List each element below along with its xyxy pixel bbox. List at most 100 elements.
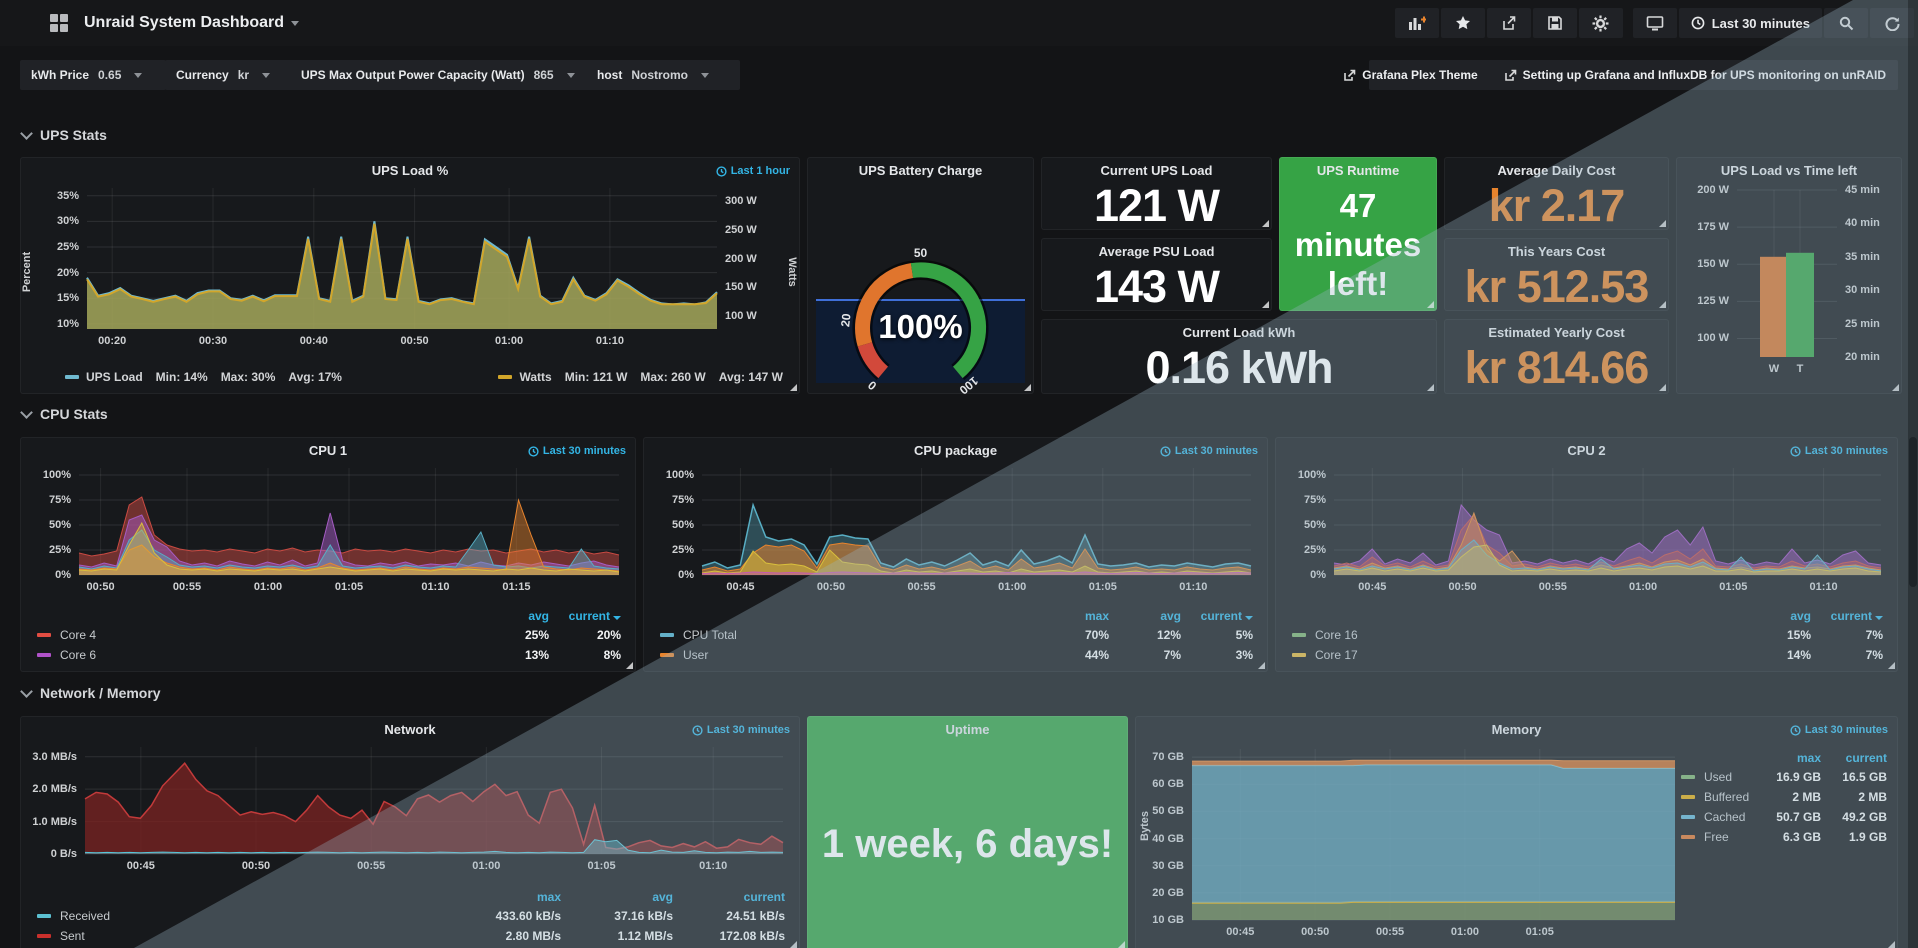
variable-value[interactable]: 0.65 — [98, 68, 143, 82]
panel-title[interactable]: UPS Load vs Time left — [1720, 163, 1858, 178]
series-name[interactable]: Core 6 — [60, 648, 97, 662]
y-tick-label: 125 W — [1697, 295, 1729, 308]
panel-time-badge[interactable]: Last 30 minutes — [1160, 445, 1258, 457]
panel-title[interactable]: Current Load kWh — [1182, 325, 1296, 340]
y-axis-title-right: Watts — [786, 257, 799, 287]
series-name[interactable]: Core 16 — [1315, 628, 1358, 642]
panel-title[interactable]: Current UPS Load — [1100, 163, 1213, 178]
share-button[interactable] — [1486, 8, 1531, 38]
panel-title[interactable]: CPU package — [913, 443, 998, 458]
cpu-package-chart[interactable]: 0% 25% 50% 75% 100% 00:45 00:50 00:55 01:00 01:05… — [666, 468, 1252, 593]
series-name[interactable]: Core 17 — [1315, 648, 1358, 662]
series-name[interactable]: Buffered — [1704, 790, 1750, 804]
panel-ups-runtime: UPS Runtime 47 minutes left! — [1279, 157, 1437, 311]
save-button[interactable] — [1532, 8, 1577, 38]
favorite-star-button[interactable] — [1440, 8, 1485, 38]
network-chart[interactable]: 0 B/s 1.0 MB/s 2.0 MB/s 3.0 MB/s 00:45 00:50 0… — [32, 747, 784, 872]
ups-load-chart[interactable]: 10% 15% 20% 25% 30% 35% 100 W 150 W 200 W 250 W 30… — [57, 188, 757, 347]
sort-caret-icon — [613, 616, 621, 620]
panel-time-badge[interactable]: Last 30 minutes — [1790, 724, 1888, 736]
variable-value[interactable]: Nostromo — [631, 68, 710, 82]
series-name[interactable]: Used — [1704, 770, 1733, 784]
settings-gear-button[interactable] — [1578, 8, 1623, 38]
ups-bar-chart[interactable]: W T 200 W 175 W 150 W 125 W 100 W 45 min 40 min 3… — [1697, 184, 1880, 375]
y-tick-label: 40 GB — [1152, 832, 1184, 845]
series-swatch — [498, 375, 513, 379]
sort-caret-icon — [1875, 616, 1883, 620]
series-name[interactable]: Core 4 — [60, 628, 97, 642]
external-link-icon — [1504, 69, 1516, 81]
panel-time-badge[interactable]: Last 30 minutes — [1790, 445, 1888, 457]
y-tick-label: 100 W — [1697, 332, 1729, 345]
panel-title[interactable]: Average PSU Load — [1098, 244, 1215, 259]
variable-ups-max-output[interactable]: UPS Max Output Power Capacity (Watt) 865 — [290, 60, 590, 90]
variable-value[interactable]: kr — [238, 68, 271, 82]
refresh-button[interactable] — [1870, 8, 1914, 38]
panel-title[interactable]: UPS Load % — [371, 163, 449, 178]
series-name[interactable]: Sent — [60, 929, 85, 943]
variable-host[interactable]: host Nostromo — [586, 60, 740, 90]
cpu1-chart[interactable]: 0% 25% 50% 75% 100% 00:50 00:55 01:00 01:05 01:10… — [43, 468, 620, 593]
y-tick-label: 0% — [55, 569, 71, 581]
series-name[interactable]: Cached — [1704, 810, 1746, 824]
panel-title[interactable]: Estimated Yearly Cost — [1488, 325, 1625, 340]
series-swatch — [1681, 835, 1695, 839]
x-tick-label: 01:05 — [1719, 581, 1748, 593]
tv-mode-button[interactable] — [1632, 8, 1677, 38]
x-tick-label: 00:55 — [1375, 926, 1405, 938]
panel-title[interactable]: CPU 2 — [1567, 443, 1606, 458]
stat-value: kr 814.66 — [1464, 342, 1650, 393]
series-name[interactable]: Watts — [519, 370, 552, 384]
memory-chart[interactable]: 10 GB 20 GB 30 GB 40 GB 50 GB 60 GB 70 GB 00:45… — [1152, 749, 1675, 938]
panel-title[interactable]: This Years Cost — [1507, 244, 1606, 259]
panel-title[interactable]: UPS Runtime — [1316, 163, 1400, 178]
series-name[interactable]: UPS Load — [86, 370, 143, 384]
y-tick-label: 10% — [56, 317, 79, 330]
section-cpu-stats[interactable]: CPU Stats — [20, 405, 108, 422]
series-name[interactable]: CPU Total — [683, 628, 737, 642]
x-tick-label: 01:05 — [1088, 581, 1117, 593]
section-network-memory[interactable]: Network / Memory — [20, 684, 161, 701]
panel-title[interactable]: Network — [384, 722, 436, 737]
panel-time-badge[interactable]: Last 1 hour — [716, 165, 790, 177]
series-name[interactable]: User — [683, 648, 709, 662]
x-tick-label: 01:10 — [1179, 581, 1208, 593]
panel-title[interactable]: Average Daily Cost — [1497, 163, 1616, 178]
add-panel-button[interactable] — [1394, 8, 1439, 38]
panel-title[interactable]: Uptime — [945, 722, 990, 737]
panel-title[interactable]: CPU 1 — [308, 443, 348, 458]
x-tick-label: 00:50 — [816, 581, 846, 593]
panel-title[interactable]: Memory — [1491, 722, 1542, 737]
legend-row: Used 16.9 GB 16.5 GB — [1681, 767, 1887, 787]
x-tick-label: W — [1768, 363, 1780, 375]
time-range-picker[interactable]: Last 30 minutes — [1678, 8, 1822, 38]
series-swatch — [37, 633, 51, 637]
link-grafana-plex-theme[interactable]: Grafana Plex Theme — [1343, 68, 1478, 82]
variable-value[interactable]: 865 — [534, 68, 575, 82]
series-name[interactable]: Received — [60, 909, 111, 923]
variable-kwh-price[interactable]: kWh Price 0.65 — [20, 60, 166, 90]
dashboard-grid-icon[interactable] — [50, 14, 68, 32]
scrollbar-thumb[interactable] — [1909, 437, 1917, 587]
panel-time-badge[interactable]: Last 30 minutes — [528, 445, 626, 457]
series-swatch — [37, 653, 51, 657]
panel-title[interactable]: UPS Battery Charge — [858, 163, 983, 178]
panel-cpu2: CPU 2 Last 30 minutes 0% 25% 50% 75% 100% 00:… — [1275, 437, 1898, 672]
link-ups-monitoring-guide[interactable]: Setting up Grafana and InfluxDB for UPS … — [1504, 68, 1886, 82]
gauge-scale-label: 50 — [914, 246, 928, 260]
y-tick-label: 2.0 MB/s — [32, 783, 77, 796]
dashboard-title[interactable]: Unraid System Dashboard — [84, 14, 285, 31]
series-name[interactable]: Free — [1704, 830, 1729, 844]
search-button[interactable] — [1824, 8, 1868, 38]
cpu2-chart[interactable]: 0% 25% 50% 75% 100% 00:45 00:50 00:55 01:00 01:05… — [1298, 468, 1882, 593]
cpu2-legend: avg current Core 16 15% 7% Core 17 14% 7% — [1292, 607, 1883, 665]
section-ups-stats[interactable]: UPS Stats — [20, 126, 107, 143]
x-tick-label: 00:45 — [726, 581, 755, 593]
x-tick-label: 01:05 — [1525, 926, 1554, 938]
panel-time-badge[interactable]: Last 30 minutes — [692, 724, 790, 736]
variable-currency[interactable]: Currency kr — [165, 60, 294, 90]
legend-row: Buffered 2 MB 2 MB — [1681, 787, 1887, 807]
panel-uptime: Uptime 1 week, 6 days! — [807, 716, 1128, 948]
y-tick-label: 40 min — [1845, 217, 1880, 230]
x-tick-label: 00:45 — [1226, 926, 1255, 938]
